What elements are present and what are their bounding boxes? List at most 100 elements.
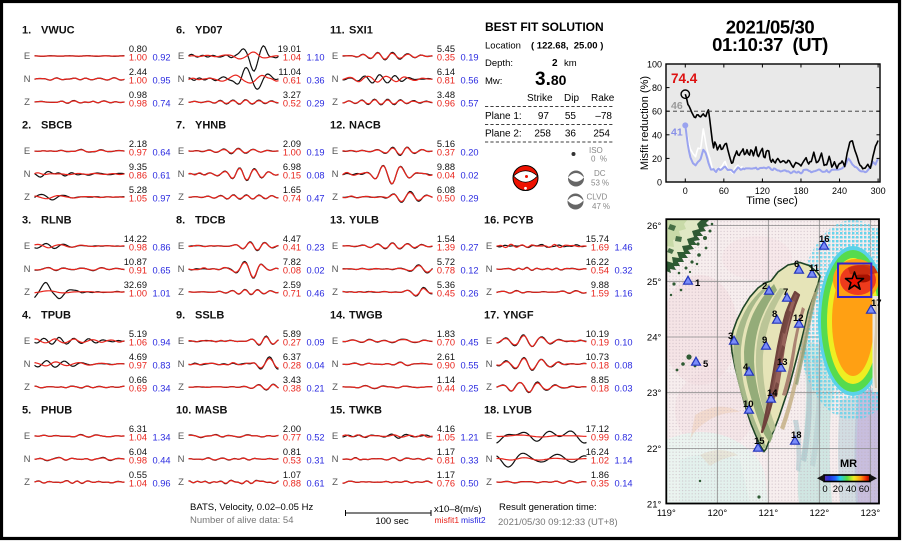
svg-text:18: 18 [791,430,802,441]
svg-text:12.: 12. [330,120,345,132]
svg-text:E: E [332,336,338,347]
svg-text:0.10: 0.10 [615,338,633,348]
svg-text:Location: Location [485,41,521,52]
svg-text:N: N [332,169,339,180]
svg-text:1.16: 1.16 [615,289,633,299]
svg-text:01:10:37 (UT): 01:10:37 (UT) [712,34,828,55]
svg-text:13.: 13. [330,215,345,227]
svg-text:TDCB: TDCB [195,215,226,227]
svg-text:2.09: 2.09 [283,139,301,149]
svg-text:( 122.68, 25.00 ): ( 122.68, 25.00 ) [531,41,603,52]
svg-text:0.19: 0.19 [461,53,479,63]
svg-text:0.91: 0.91 [129,266,147,276]
svg-text:E: E [24,241,30,252]
svg-text:0.71: 0.71 [283,289,301,299]
svg-text:TWKB: TWKB [349,405,382,417]
svg-text:8: 8 [772,309,777,320]
svg-text:120: 120 [755,186,770,196]
svg-text:14.: 14. [330,310,345,322]
svg-text:0.78: 0.78 [437,266,455,276]
svg-text:9: 9 [762,335,767,346]
svg-text:60: 60 [652,107,662,117]
svg-text:1.14: 1.14 [615,456,633,466]
svg-text:120°: 120° [707,508,727,519]
svg-text:6.37: 6.37 [283,352,301,362]
svg-text:1.04: 1.04 [283,53,301,63]
svg-text:0.33: 0.33 [461,456,479,466]
svg-text:2021/05/30: 2021/05/30 [726,17,815,38]
svg-text:0.74: 0.74 [283,194,301,204]
svg-text:0.35: 0.35 [591,479,609,489]
svg-text:8.: 8. [176,215,185,227]
svg-text:N: N [178,169,185,180]
svg-text:3.80: 3.80 [535,69,567,90]
svg-text:0.55: 0.55 [461,361,479,371]
svg-text:N: N [486,359,493,370]
svg-text:misfit1: misfit1 [435,515,460,525]
svg-text:1.00: 1.00 [129,53,147,63]
svg-text:DC: DC [594,169,606,178]
svg-text:0.92: 0.92 [153,53,171,63]
svg-text:0 %: 0 % [591,155,607,164]
svg-text:Z: Z [332,192,338,203]
svg-text:0.99: 0.99 [591,433,609,443]
svg-text:N: N [24,74,31,85]
svg-text:N: N [24,264,31,275]
svg-text:0.04: 0.04 [307,361,325,371]
svg-text:1.34: 1.34 [153,433,171,443]
svg-text:4.: 4. [22,310,31,322]
svg-text:6.14: 6.14 [437,67,455,77]
svg-text:40: 40 [652,130,662,140]
svg-text:MR: MR [840,458,857,470]
svg-text:0.88: 0.88 [283,479,301,489]
svg-text:YNGF: YNGF [503,310,534,322]
svg-text:0.98: 0.98 [129,243,147,253]
svg-text:0.15: 0.15 [283,171,301,181]
svg-text:1.65: 1.65 [283,185,301,195]
svg-text:0.20: 0.20 [461,148,479,158]
svg-text:E: E [24,51,30,62]
svg-text:5.45: 5.45 [437,44,455,54]
svg-text:0.27: 0.27 [283,338,301,348]
svg-text:ISO: ISO [589,146,603,155]
svg-text:Z: Z [24,477,30,488]
svg-text:9.88: 9.88 [591,280,609,290]
svg-text:122°: 122° [809,508,829,519]
svg-text:0.25: 0.25 [461,384,479,394]
svg-text:N: N [332,454,339,465]
svg-text:0.02: 0.02 [307,266,325,276]
svg-text:MASB: MASB [195,405,227,417]
svg-text:6.31: 6.31 [129,424,147,434]
svg-text:N: N [178,359,185,370]
svg-text:60: 60 [859,484,870,495]
svg-text:0.08: 0.08 [307,171,325,181]
svg-text:5.: 5. [22,405,31,417]
svg-text:16.22: 16.22 [586,257,609,267]
svg-text:1.06: 1.06 [129,338,147,348]
svg-text:0.23: 0.23 [307,243,325,253]
svg-text:240: 240 [832,186,847,196]
svg-text:0.94: 0.94 [153,338,171,348]
svg-text:3.48: 3.48 [437,90,455,100]
svg-text:0.09: 0.09 [307,338,325,348]
svg-text:x10–8(m/s): x10–8(m/s) [434,504,482,515]
svg-text:18.: 18. [484,405,499,417]
svg-text:80: 80 [652,83,662,93]
svg-text:1.54: 1.54 [437,234,455,244]
svg-text:1.69: 1.69 [591,243,609,253]
svg-text:1.59: 1.59 [591,289,609,299]
svg-text:E: E [332,146,338,157]
svg-text:0.41: 0.41 [283,243,301,253]
svg-text:9.88: 9.88 [437,162,455,172]
svg-text:E: E [332,241,338,252]
svg-text:0.52: 0.52 [283,99,301,109]
svg-text:0.97: 0.97 [129,361,147,371]
svg-text:12: 12 [793,313,804,324]
svg-text:4.16: 4.16 [437,424,455,434]
svg-text:2: 2 [762,281,767,292]
svg-text:0.61: 0.61 [283,76,301,86]
svg-text:20: 20 [833,484,844,495]
svg-text:5.36: 5.36 [437,280,455,290]
svg-text:YD07: YD07 [195,25,223,37]
svg-text:0.52: 0.52 [307,433,325,443]
